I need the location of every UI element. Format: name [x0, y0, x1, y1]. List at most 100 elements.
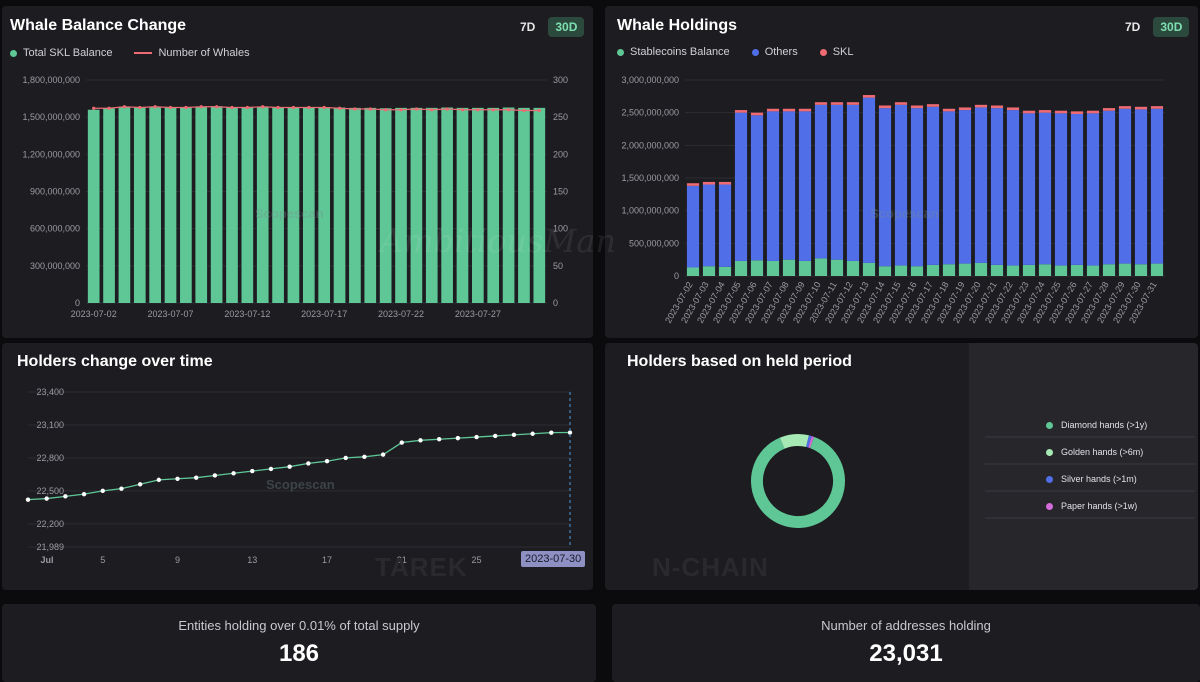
bar-stablecoins-balance — [878, 266, 892, 276]
legend-stablecoins-balance[interactable]: Stablecoins Balance — [617, 46, 730, 58]
point-number-of-whales — [399, 108, 403, 112]
y-tick-label: 1,500,000,000 — [621, 173, 679, 183]
y-tick-label: 1,500,000,000 — [22, 112, 80, 122]
legend-silver-hands[interactable]: Silver hands (>1m) — [1046, 474, 1137, 484]
bar-skl — [942, 108, 956, 112]
whale-holdings-title: Whale Holdings — [617, 17, 737, 34]
toggle-7d-button[interactable]: 7D — [520, 20, 536, 34]
bar-skl — [702, 181, 716, 185]
bar-stablecoins-balance — [1118, 263, 1132, 276]
whale-balance-title: Whale Balance Change — [10, 17, 187, 34]
point-number-of-whales — [384, 108, 388, 112]
bar-skl — [926, 104, 940, 107]
holders-point — [324, 459, 330, 464]
bar-stablecoins-balance — [1054, 265, 1068, 276]
y-tick-label: 22,500 — [36, 486, 64, 496]
y2-tick-label: 100 — [553, 224, 568, 234]
entities-stat-card: Entities holding over 0.01% of total sup… — [2, 604, 596, 682]
whale-holdings-chart: 0 500,000,000 1,000,000,000 1,500,000,000 2,… — [621, 75, 1165, 325]
bar-skl — [974, 104, 988, 108]
addresses-stat-label: Number of addresses holding — [821, 618, 991, 633]
bar-skl — [686, 183, 700, 186]
bar-total-skl-balance — [287, 107, 300, 303]
holders-point — [137, 482, 143, 487]
bar-stablecoins-balance — [1134, 264, 1148, 276]
point-number-of-whales — [107, 106, 111, 110]
bar-others — [1118, 108, 1132, 264]
whale-balance-panel: Whale Balance Change 7D 30D Total SKL Ba… — [2, 6, 593, 338]
bar-others — [1150, 108, 1164, 264]
bar-stablecoins-balance — [942, 264, 956, 276]
bar-total-skl-balance — [195, 106, 208, 303]
point-number-of-whales — [92, 106, 96, 110]
bar-others — [830, 104, 844, 260]
x-tick-label: 9 — [175, 555, 180, 565]
bar-total-skl-balance — [472, 107, 484, 303]
point-number-of-whales — [460, 108, 465, 112]
legend-dot-icon — [819, 48, 827, 56]
x-tick-label: 25 — [472, 555, 482, 565]
slice-paper-hands — [751, 434, 845, 528]
bar-skl — [798, 108, 812, 112]
bar-total-skl-balance — [456, 107, 469, 303]
legend-skl[interactable]: SKL — [819, 46, 854, 58]
legend-others[interactable]: Others — [751, 46, 798, 58]
legend-golden-hands[interactable]: Golden hands (>6m) — [1046, 447, 1143, 457]
y2-tick-label: 250 — [553, 112, 568, 122]
bar-others — [718, 184, 732, 267]
legend-dot-icon — [10, 49, 17, 57]
y-tick-label: 23,400 — [36, 387, 64, 397]
point-number-of-whales — [122, 105, 127, 109]
bar-others — [798, 111, 812, 261]
point-number-of-whales — [230, 105, 234, 110]
legend-paper-hands[interactable]: Paper hands (>1w) — [1046, 501, 1137, 511]
point-number-of-whales — [506, 108, 511, 112]
whale-holdings-panel: Whale Holdings 7D 30D Stablecoins Balanc… — [605, 6, 1198, 338]
bar-skl — [878, 105, 892, 109]
bar-stablecoins-balance — [990, 264, 1004, 276]
point-number-of-whales — [537, 108, 541, 113]
y2-tick-label: 0 — [553, 298, 558, 308]
bar-stablecoins-balance — [734, 260, 748, 276]
bar-total-skl-balance — [272, 107, 284, 303]
y2-tick-label: 300 — [553, 75, 568, 85]
entities-stat-value: 186 — [278, 640, 320, 667]
held-period-panel: Holders based on held period — [605, 343, 1198, 590]
bar-stablecoins-balance — [926, 264, 940, 276]
legend-total-skl-balance[interactable]: Total SKL Balance — [10, 47, 112, 59]
holders-point — [100, 488, 105, 494]
bar-skl — [1038, 110, 1052, 113]
holders-point — [455, 435, 461, 441]
point-number-of-whales — [261, 105, 265, 109]
y2-tick-label: 50 — [553, 261, 563, 271]
point-number-of-whales — [491, 108, 495, 112]
toggle-30d-button[interactable]: 30D — [548, 17, 585, 37]
toggle-7d-button[interactable]: 7D — [1125, 20, 1141, 34]
legend-dot-icon — [1046, 448, 1053, 456]
x-tick-label: 2023-07-02 — [71, 309, 117, 319]
y-tick-label: 0 — [75, 298, 80, 308]
holders-point — [549, 430, 554, 435]
bar-others — [846, 104, 860, 261]
bar-others — [1006, 110, 1020, 266]
toggle-30d-button[interactable]: 30D — [1153, 17, 1190, 37]
bar-stablecoins-balance — [782, 259, 796, 276]
point-number-of-whales — [353, 107, 357, 111]
bar-stablecoins-balance — [846, 260, 860, 276]
legend-number-of-whales[interactable]: Number of Whales — [134, 47, 250, 59]
holders-point — [156, 477, 162, 483]
bar-others — [686, 185, 700, 268]
holders-point — [63, 494, 68, 499]
x-tick-label: 2023-07-17 — [301, 309, 347, 319]
x-tick-label: Jul — [40, 555, 53, 565]
bar-stablecoins-balance — [862, 262, 876, 276]
bar-others — [958, 110, 972, 264]
bar-skl — [830, 102, 844, 105]
x-tick-label: 2023-07-12 — [224, 309, 270, 319]
bar-skl — [990, 105, 1004, 109]
bar-others — [734, 112, 748, 261]
legend-diamond-hands[interactable]: Diamond hands (>1y) — [1046, 420, 1147, 430]
holders-point — [44, 496, 49, 501]
bar-others — [942, 111, 956, 265]
bar-total-skl-balance — [533, 107, 546, 303]
